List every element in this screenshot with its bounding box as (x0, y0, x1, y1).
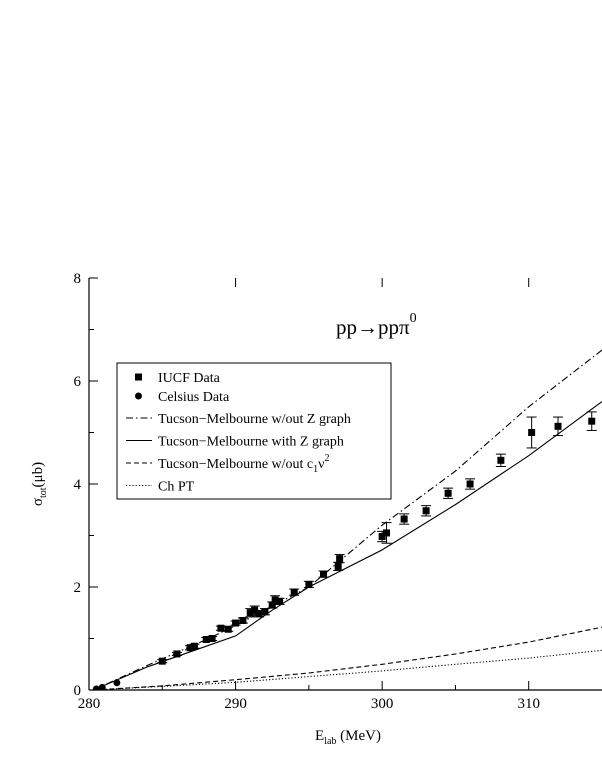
legend: IUCF Data Celsius Data Tucson−Melbourne w/… (116, 362, 392, 500)
y-axis-title: σtot(μb) (30, 462, 49, 506)
x-tick-label: 290 (224, 696, 247, 712)
data-point-circle (92, 685, 100, 690)
x-tick-label: 280 (78, 696, 101, 712)
y-tick-label: 6 (74, 374, 82, 390)
data-point-square (217, 624, 225, 632)
x-axis-title: Elab (MeV) (315, 728, 381, 747)
y-tick-label: 2 (74, 580, 82, 596)
data-point-square (378, 533, 386, 541)
legend-label: Celsius Data (158, 390, 230, 405)
data-point-square (336, 555, 344, 563)
data-point-square (554, 422, 562, 430)
series-line-dashed (93, 626, 602, 690)
data-point-circle (113, 679, 121, 687)
data-point-square (173, 650, 181, 658)
data-point-square (528, 429, 536, 436)
data-point-square (191, 642, 199, 650)
data-point-square (208, 635, 216, 642)
y-tick-label: 4 (74, 477, 82, 493)
legend-label: Tucson−Melbourne w/out Z graph (158, 412, 351, 427)
data-point-square (251, 606, 259, 614)
data-point-square (239, 616, 247, 624)
legend-label: Tucson−Melbourne with Z graph (158, 435, 344, 450)
x-tick-label: 300 (371, 696, 394, 712)
data-point-square (261, 608, 269, 616)
data-point-square (383, 529, 391, 537)
data-point-circle (98, 683, 106, 690)
y-tick-label: 0 (74, 683, 82, 699)
data-point-square (497, 456, 505, 464)
x-tick-label: 310 (517, 696, 540, 712)
data-point-square (158, 657, 166, 665)
data-point-square (232, 619, 240, 627)
data-point-square (422, 507, 430, 515)
reaction-annotation: pp→ppπ0 (336, 311, 417, 339)
data-point-square (246, 609, 254, 617)
data-point-square (444, 489, 452, 497)
data-point-square (255, 610, 263, 618)
data-point-square (320, 570, 328, 578)
legend-marker-square (135, 373, 142, 381)
data-point-square (588, 417, 596, 425)
data-point-square (268, 601, 276, 609)
data-point-square (186, 644, 194, 652)
data-point-square (334, 562, 342, 570)
data-point-square (466, 480, 474, 488)
data-point-square (290, 588, 298, 596)
legend-marker-circle (135, 392, 142, 400)
data-point-square (271, 596, 279, 604)
y-tick-label: 8 (74, 271, 82, 287)
series-line-dotted (93, 649, 602, 690)
legend-label: Tucson−Melbourne w/out c1ν2 (158, 453, 330, 475)
legend-label: Ch PT (158, 480, 195, 495)
legend-label: IUCF Data (158, 371, 221, 386)
legend-box (116, 362, 392, 500)
data-point-square (305, 580, 313, 588)
data-point-square (276, 597, 284, 605)
data-point-square (400, 515, 408, 523)
data-point-square (224, 625, 232, 633)
data-point-square (202, 636, 210, 644)
